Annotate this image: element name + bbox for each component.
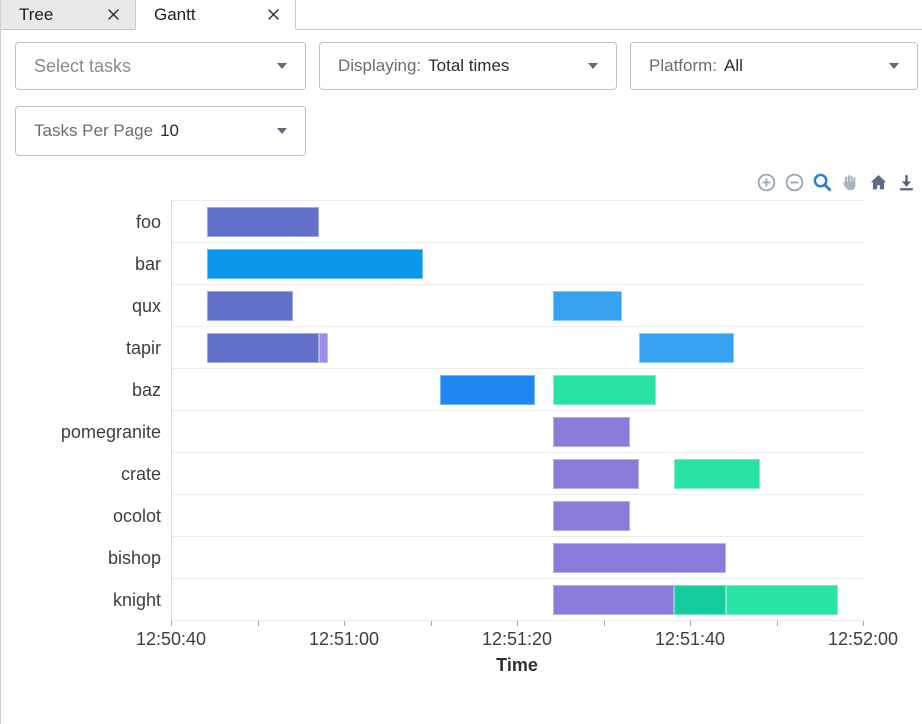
gantt-row (172, 453, 864, 495)
axis-tick-mark (776, 621, 778, 626)
close-icon[interactable] (267, 8, 280, 21)
gantt-row (172, 369, 864, 411)
gantt-bar-segment[interactable] (552, 459, 640, 489)
zoom-icon[interactable] (810, 170, 834, 194)
gantt-row (172, 285, 864, 327)
x-axis-tick-label: 12:50:40 (135, 629, 207, 649)
tab-tree-label: Tree (19, 4, 54, 24)
zoom-in-icon[interactable] (754, 170, 778, 194)
displaying-label: Displaying: (338, 56, 422, 75)
axis-tick-mark (863, 621, 864, 626)
displaying-dropdown[interactable]: Displaying: Total times (319, 42, 617, 90)
platform-dropdown[interactable]: Platform: All (630, 42, 918, 90)
gantt-bar-segment[interactable] (319, 333, 328, 363)
gantt-bar-segment[interactable] (552, 375, 657, 405)
select-tasks-dropdown[interactable]: Select tasks (15, 42, 306, 90)
gantt-bar-segment[interactable] (206, 207, 320, 237)
tasks-per-page-dropdown[interactable]: Tasks Per Page 10 (15, 106, 306, 156)
zoom-out-icon[interactable] (782, 170, 806, 194)
y-axis-label: crate (120, 464, 161, 484)
download-icon[interactable] (894, 170, 918, 194)
close-icon[interactable] (107, 8, 120, 21)
gantt-bar-segment[interactable] (206, 333, 320, 363)
gantt-row (172, 327, 864, 369)
x-axis-tick-labels: 12:50:40 12:51:00 12:51:20 12:51:40 12:52:00 (136, 629, 898, 651)
axis-tick-mark (430, 621, 432, 626)
displaying-value: Total times (428, 56, 510, 75)
chevron-down-icon (277, 128, 287, 134)
gantt-bar-segment[interactable] (639, 333, 735, 363)
gantt-bar-segment[interactable] (552, 543, 726, 573)
filter-toolbar: Select tasks Displaying: Total times Pla… (1, 30, 922, 156)
x-axis-tick-label: 12:51:20 (481, 629, 553, 649)
x-axis-tick-label: 12:52:00 (827, 629, 899, 649)
gantt-bar-segment[interactable] (552, 417, 631, 447)
tab-tree[interactable]: Tree (1, 0, 136, 30)
y-axis-label: pomegranite (60, 422, 161, 442)
axis-tick-mark (517, 621, 518, 626)
y-axis-labels: foo bar qux tapir baz pomegranite crate ocolot b… (1, 201, 161, 621)
platform-value: All (724, 56, 743, 75)
axis-tick-mark (257, 621, 259, 626)
tab-gantt[interactable]: Gantt (136, 0, 296, 30)
axis-tick-mark (690, 621, 691, 626)
platform-label: Platform: (649, 56, 718, 75)
gantt-bar-segment[interactable] (725, 585, 839, 615)
tasks-per-page-value: 10 (160, 121, 179, 140)
gantt-bar-segment[interactable] (440, 375, 536, 405)
gantt-bar-segment[interactable] (552, 585, 674, 615)
gantt-bar-segment[interactable] (206, 249, 423, 279)
chevron-down-icon (889, 63, 899, 69)
pan-icon[interactable] (838, 170, 862, 194)
gantt-row (172, 411, 864, 453)
tab-bar: Tree Gantt (1, 0, 922, 30)
y-axis-label: bishop (107, 548, 161, 568)
x-axis-tick-label: 12:51:00 (308, 629, 380, 649)
axis-tick-mark (344, 621, 345, 626)
home-icon[interactable] (866, 170, 890, 194)
gantt-row (172, 537, 864, 579)
y-axis-label: bar (134, 254, 161, 274)
gantt-plot (171, 200, 864, 621)
gantt-bar-segment[interactable] (552, 291, 622, 321)
x-axis-title: Time (496, 655, 538, 675)
y-axis-label: baz (131, 380, 161, 400)
y-axis-label: foo (135, 212, 161, 232)
chart-modebar (1, 170, 918, 194)
gantt-bar-segment[interactable] (673, 585, 726, 615)
gantt-chart: foo bar qux tapir baz pomegranite crate ocolot b… (1, 200, 922, 700)
gantt-bar-segment[interactable] (673, 459, 761, 489)
y-axis-label: knight (112, 590, 161, 610)
tab-gantt-label: Gantt (154, 4, 196, 24)
gantt-row (172, 201, 864, 243)
gantt-row (172, 579, 864, 621)
axis-tick-mark (603, 621, 605, 626)
x-axis-tick-label: 12:51:40 (654, 629, 726, 649)
x-axis-ticks (171, 621, 864, 627)
chevron-down-icon (588, 63, 598, 69)
y-axis-label: ocolot (112, 506, 161, 526)
gantt-row (172, 495, 864, 537)
chevron-down-icon (277, 63, 287, 69)
y-axis-label: qux (131, 296, 161, 316)
y-axis-label: tapir (125, 338, 161, 358)
gantt-row (172, 243, 864, 285)
select-tasks-placeholder: Select tasks (34, 55, 132, 76)
axis-tick-mark (171, 621, 172, 626)
tasks-per-page-label: Tasks Per Page (34, 121, 154, 140)
gantt-bar-segment[interactable] (552, 501, 631, 531)
gantt-bar-segment[interactable] (206, 291, 294, 321)
